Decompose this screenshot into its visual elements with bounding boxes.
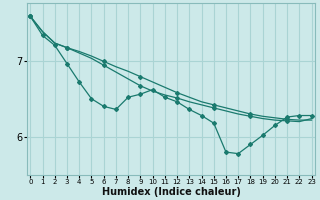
X-axis label: Humidex (Indice chaleur): Humidex (Indice chaleur)	[101, 187, 240, 197]
